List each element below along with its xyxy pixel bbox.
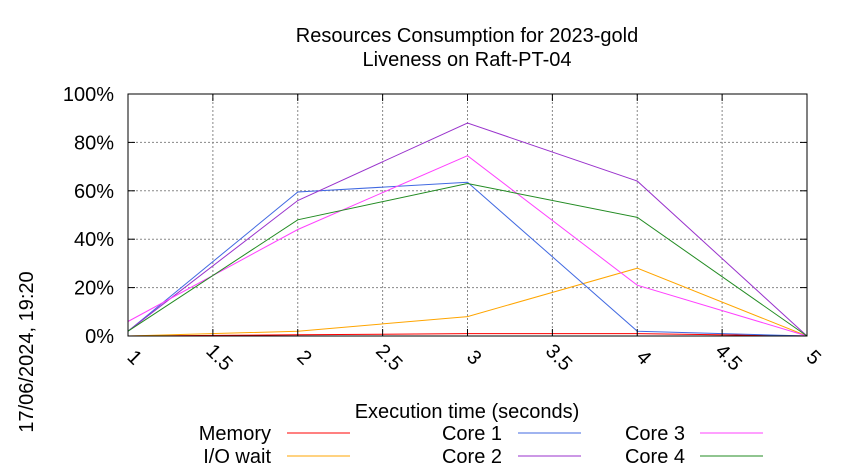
series-line-core-4 (127, 182, 808, 337)
x-tick-label: 2 (292, 346, 315, 369)
y-tick-label: 20% (74, 278, 114, 300)
chart-title-line1: Resources Consumption for 2023-gold (296, 25, 638, 47)
x-axis-label: Execution time (seconds) (355, 401, 580, 423)
x-tick-label: 3.5 (541, 340, 576, 375)
x-tick-label: 1 (123, 346, 146, 369)
x-tick-label: 4 (632, 346, 655, 369)
chart-title-line2: Liveness on Raft-PT-04 (363, 49, 572, 71)
legend-label-i-o-wait: I/O wait (203, 446, 271, 468)
grid (128, 94, 807, 336)
x-tick-label: 3 (462, 346, 485, 369)
series-line-i-o-wait (127, 267, 808, 337)
x-tick-label: 1.5 (202, 340, 237, 375)
series-line-core-3 (127, 155, 808, 337)
x-tick-label: 4.5 (711, 340, 746, 375)
legend-label-memory: Memory (199, 423, 271, 445)
y-tick-label: 100% (63, 84, 114, 106)
y-tick-label: 0% (85, 326, 114, 348)
y-tick-label: 40% (74, 229, 114, 251)
legend-label-core-4: Core 4 (625, 446, 685, 468)
legend-label-core-3: Core 3 (625, 423, 685, 445)
series-line-core-2 (127, 122, 808, 337)
y-tick-label: 60% (74, 181, 114, 203)
x-tick-label: 2.5 (371, 340, 406, 375)
legend-label-core-2: Core 2 (442, 446, 502, 468)
legend-label-core-1: Core 1 (442, 423, 502, 445)
side-timestamp: 17/06/2024, 19:20 (16, 271, 38, 432)
y-axis-ticks: 0% 20% 40% 60% 80% 100% (63, 84, 807, 348)
series-line-core-1 (127, 181, 808, 337)
x-tick-label: 5 (802, 346, 825, 369)
y-tick-label: 80% (74, 132, 114, 154)
